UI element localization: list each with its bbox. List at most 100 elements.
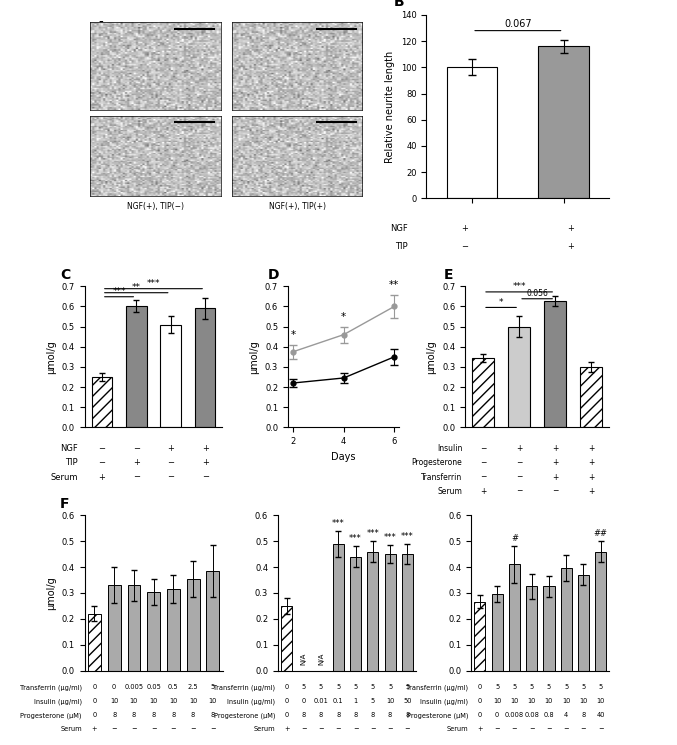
Text: 5: 5 — [598, 685, 603, 691]
Text: 0.008: 0.008 — [505, 712, 524, 718]
Text: *: * — [290, 330, 296, 340]
Text: +: + — [133, 458, 139, 467]
Text: −: − — [480, 458, 486, 467]
Text: 0.5: 0.5 — [168, 685, 179, 691]
Text: +: + — [567, 224, 574, 233]
Text: 10: 10 — [545, 698, 553, 705]
Text: 8: 8 — [211, 712, 215, 718]
Text: ***: *** — [366, 529, 379, 538]
Text: 0: 0 — [92, 685, 97, 691]
Text: 8: 8 — [353, 712, 357, 718]
Text: 0.067: 0.067 — [504, 19, 531, 29]
Text: −: − — [112, 726, 117, 732]
Text: +: + — [552, 458, 559, 467]
Text: 5: 5 — [211, 685, 215, 691]
Text: −: − — [167, 472, 174, 481]
Bar — [195, 308, 215, 428]
Text: 5: 5 — [582, 685, 586, 691]
Bar — [88, 614, 101, 670]
Text: 10: 10 — [130, 698, 138, 705]
Text: +: + — [477, 726, 483, 732]
Text: N/A: N/A — [318, 653, 324, 665]
Text: 10: 10 — [527, 698, 536, 705]
Text: −: − — [318, 726, 324, 732]
Text: 1: 1 — [353, 698, 357, 705]
Text: 0: 0 — [495, 712, 499, 718]
Text: 0: 0 — [112, 685, 116, 691]
Text: Serum: Serum — [447, 726, 468, 732]
Text: −: − — [598, 726, 603, 732]
Text: 0: 0 — [478, 685, 482, 691]
Text: 5: 5 — [495, 685, 499, 691]
Text: +: + — [588, 458, 594, 467]
Bar — [561, 568, 572, 671]
Bar — [187, 579, 200, 670]
Y-axis label: μmol/g: μmol/g — [46, 340, 56, 374]
Text: Transferrin (μg/ml): Transferrin (μg/ml) — [406, 685, 468, 691]
Y-axis label: Relative neurite length: Relative neurite length — [385, 51, 395, 162]
Text: +: + — [202, 444, 209, 453]
Text: *: * — [499, 298, 503, 307]
Bar — [492, 595, 503, 670]
Text: Insulin (μg/ml): Insulin (μg/ml) — [34, 698, 82, 705]
Text: 0.056: 0.056 — [526, 289, 548, 298]
Text: NGF(+), TIP(+): NGF(+), TIP(+) — [269, 202, 326, 211]
Text: 5: 5 — [336, 685, 341, 691]
Text: 5: 5 — [512, 685, 517, 691]
Text: −: − — [98, 458, 106, 467]
Text: 5: 5 — [547, 685, 551, 691]
Text: −: − — [563, 726, 569, 732]
Y-axis label: μmol/g: μmol/g — [46, 576, 56, 609]
Text: 40: 40 — [596, 712, 605, 718]
Text: 8: 8 — [371, 712, 375, 718]
Text: 10: 10 — [110, 698, 118, 705]
Text: Transferrin (μg/ml): Transferrin (μg/ml) — [213, 685, 275, 691]
Text: −: − — [480, 444, 486, 453]
Text: 0.8: 0.8 — [544, 712, 554, 718]
Text: 10: 10 — [150, 698, 158, 705]
Text: 0.05: 0.05 — [146, 685, 161, 691]
Text: B: B — [393, 0, 404, 10]
Text: 10: 10 — [493, 698, 501, 705]
Text: Serum: Serum — [437, 486, 462, 495]
Text: +: + — [98, 472, 106, 481]
Bar — [160, 325, 181, 428]
Text: −: − — [512, 726, 517, 732]
Text: 0: 0 — [478, 712, 482, 718]
Bar — [167, 589, 180, 670]
Text: −: − — [480, 472, 486, 481]
Bar — [509, 565, 520, 670]
Text: 5: 5 — [371, 698, 375, 705]
Text: 0: 0 — [284, 712, 288, 718]
Bar — [544, 302, 566, 428]
Bar — [281, 606, 292, 670]
Text: *: * — [341, 311, 346, 322]
Text: 0: 0 — [284, 698, 288, 705]
Text: 0.08: 0.08 — [524, 712, 539, 718]
Text: Progesterone: Progesterone — [412, 458, 462, 467]
Text: Progesterone (μM): Progesterone (μM) — [20, 712, 82, 719]
Text: ##: ## — [594, 529, 608, 538]
X-axis label: Days: Days — [332, 451, 356, 462]
Text: 10: 10 — [189, 698, 197, 705]
Text: 0: 0 — [92, 712, 97, 718]
Text: A: A — [96, 20, 107, 34]
Text: −: − — [516, 458, 523, 467]
Text: Insulin: Insulin — [437, 444, 462, 453]
Text: −: − — [301, 726, 307, 732]
Text: 10: 10 — [169, 698, 177, 705]
Text: 50: 50 — [403, 698, 412, 705]
Bar — [447, 67, 498, 198]
Text: −: − — [516, 486, 523, 495]
Text: −: − — [516, 472, 523, 481]
Bar — [126, 306, 147, 428]
Text: Insulin (μg/ml): Insulin (μg/ml) — [420, 698, 468, 705]
Text: +: + — [167, 444, 174, 453]
Text: 5: 5 — [406, 685, 410, 691]
Text: +: + — [202, 458, 209, 467]
Text: TIP: TIP — [395, 242, 408, 251]
Text: 0.005: 0.005 — [125, 685, 144, 691]
Text: 8: 8 — [582, 712, 586, 718]
Text: 5: 5 — [388, 685, 392, 691]
Text: −: − — [133, 472, 139, 481]
